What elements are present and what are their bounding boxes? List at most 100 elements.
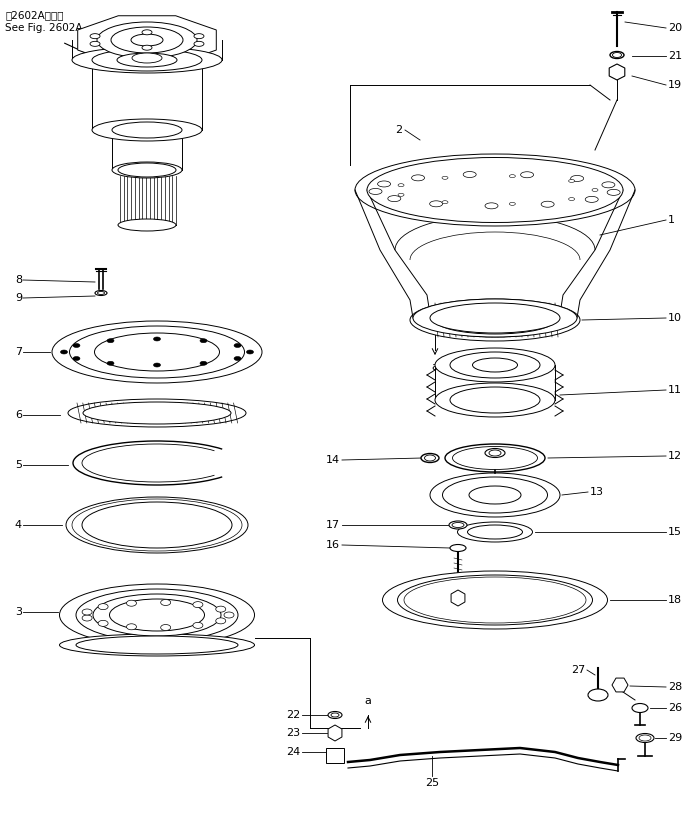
Text: 26: 26: [668, 703, 682, 713]
Text: 20: 20: [668, 23, 682, 33]
Ellipse shape: [421, 453, 439, 463]
Text: 10: 10: [668, 313, 682, 323]
Text: 4: 4: [15, 520, 22, 530]
Ellipse shape: [489, 450, 501, 456]
Ellipse shape: [541, 202, 554, 207]
Ellipse shape: [131, 34, 163, 46]
Ellipse shape: [568, 197, 574, 201]
Ellipse shape: [161, 600, 171, 605]
Ellipse shape: [93, 594, 221, 636]
Ellipse shape: [200, 361, 207, 365]
Ellipse shape: [82, 615, 92, 621]
Ellipse shape: [132, 53, 162, 63]
Ellipse shape: [142, 45, 152, 50]
Ellipse shape: [602, 182, 615, 188]
Text: a: a: [365, 696, 372, 706]
Ellipse shape: [369, 188, 382, 194]
Ellipse shape: [592, 188, 598, 192]
Ellipse shape: [452, 523, 464, 528]
Polygon shape: [78, 16, 216, 64]
Ellipse shape: [424, 455, 436, 461]
Ellipse shape: [216, 606, 226, 612]
Ellipse shape: [83, 402, 231, 424]
Ellipse shape: [90, 41, 100, 46]
Ellipse shape: [52, 321, 262, 383]
Ellipse shape: [107, 339, 114, 343]
Ellipse shape: [632, 704, 648, 713]
Ellipse shape: [68, 399, 246, 427]
Text: 24: 24: [286, 747, 300, 757]
Polygon shape: [609, 64, 625, 80]
Text: 28: 28: [668, 682, 682, 692]
Ellipse shape: [585, 197, 599, 202]
Ellipse shape: [450, 544, 466, 552]
Ellipse shape: [234, 344, 241, 348]
Ellipse shape: [161, 624, 171, 630]
Text: 12: 12: [668, 451, 682, 461]
Ellipse shape: [92, 49, 202, 71]
Ellipse shape: [109, 599, 204, 631]
Ellipse shape: [246, 350, 253, 354]
Polygon shape: [328, 725, 342, 741]
Ellipse shape: [112, 122, 182, 138]
Text: 6: 6: [15, 410, 22, 420]
Text: 16: 16: [326, 540, 340, 550]
Text: 7: 7: [15, 347, 22, 357]
Ellipse shape: [473, 358, 517, 372]
Ellipse shape: [82, 502, 232, 548]
Ellipse shape: [469, 486, 521, 504]
Ellipse shape: [450, 387, 540, 413]
Ellipse shape: [194, 41, 204, 46]
Ellipse shape: [458, 522, 533, 542]
Ellipse shape: [69, 326, 244, 378]
Ellipse shape: [98, 292, 105, 295]
Ellipse shape: [94, 333, 219, 371]
Ellipse shape: [142, 30, 152, 35]
Text: 14: 14: [326, 455, 340, 465]
Ellipse shape: [82, 609, 92, 615]
Ellipse shape: [442, 477, 548, 513]
Ellipse shape: [521, 172, 534, 178]
Ellipse shape: [509, 202, 515, 206]
Ellipse shape: [378, 181, 391, 187]
Ellipse shape: [76, 589, 238, 641]
Ellipse shape: [98, 604, 108, 610]
Text: 19: 19: [668, 80, 682, 90]
Ellipse shape: [435, 306, 555, 334]
Ellipse shape: [639, 735, 651, 741]
Ellipse shape: [73, 344, 80, 348]
Ellipse shape: [153, 337, 160, 341]
Ellipse shape: [485, 449, 505, 458]
Ellipse shape: [98, 620, 108, 626]
Ellipse shape: [200, 339, 207, 343]
Ellipse shape: [442, 201, 448, 204]
Ellipse shape: [453, 447, 537, 469]
Ellipse shape: [234, 357, 241, 360]
Ellipse shape: [607, 189, 620, 196]
Text: 21: 21: [668, 51, 682, 61]
Text: 13: 13: [590, 487, 604, 497]
Ellipse shape: [449, 521, 467, 529]
Text: 3: 3: [15, 607, 22, 617]
Ellipse shape: [95, 291, 107, 296]
Text: 9: 9: [15, 293, 22, 303]
Ellipse shape: [411, 175, 424, 181]
Ellipse shape: [388, 196, 401, 202]
Ellipse shape: [194, 34, 204, 39]
Ellipse shape: [117, 53, 177, 67]
Text: 17: 17: [326, 520, 340, 530]
Text: 22: 22: [286, 710, 300, 720]
Ellipse shape: [328, 711, 342, 719]
Ellipse shape: [111, 27, 183, 53]
Ellipse shape: [445, 444, 545, 472]
Text: See Fig. 2602A: See Fig. 2602A: [5, 23, 83, 33]
Ellipse shape: [224, 612, 234, 618]
Ellipse shape: [127, 624, 136, 629]
Text: 1: 1: [668, 215, 675, 225]
Ellipse shape: [73, 357, 80, 360]
Ellipse shape: [331, 713, 339, 717]
Ellipse shape: [118, 219, 176, 231]
Ellipse shape: [485, 203, 498, 209]
Ellipse shape: [588, 689, 608, 701]
Ellipse shape: [127, 601, 136, 606]
